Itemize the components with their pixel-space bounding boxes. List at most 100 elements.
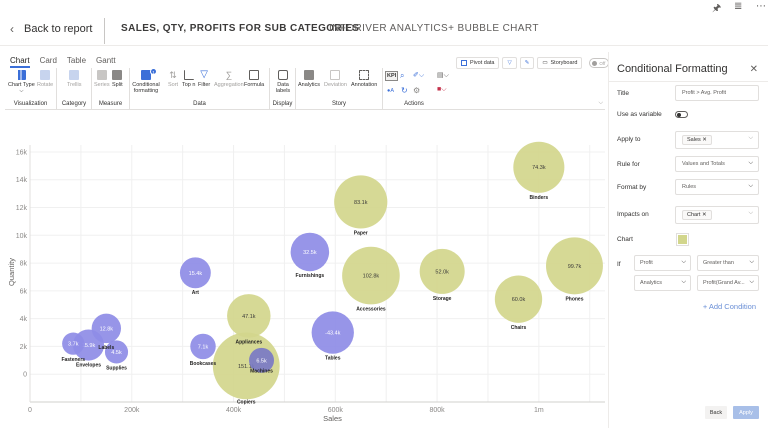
refresh-icon[interactable]: ↻: [401, 86, 408, 95]
bubble-category-label: Binders: [530, 195, 549, 201]
back-button[interactable]: Back: [705, 406, 727, 419]
bubble-tables[interactable]: [311, 311, 354, 354]
storyboard-icon: ▭: [542, 60, 548, 66]
analytics-button[interactable]: Analytics: [298, 70, 320, 88]
condition-value-select[interactable]: Profit(Grand Av... ⌵: [697, 275, 759, 291]
use-as-variable-label: Use as variable: [617, 111, 662, 118]
bubble-art[interactable]: [179, 257, 211, 289]
tab-card[interactable]: Card: [39, 56, 57, 65]
funnel-settings-button[interactable]: ▽: [502, 57, 517, 69]
add-condition-link[interactable]: + Add Condition: [702, 302, 756, 311]
bubble-appliances[interactable]: [227, 294, 271, 338]
bubble-furnishings[interactable]: [290, 232, 330, 272]
y-axis-title: Quantity: [7, 258, 16, 286]
bubble-fasteners[interactable]: [62, 332, 85, 355]
bubble-supplies[interactable]: [104, 340, 129, 364]
y-tick-label: 14k: [16, 177, 28, 184]
edit-view-button[interactable]: ✎: [519, 57, 535, 69]
chevron-down-icon: ⌵: [749, 279, 754, 285]
use-as-variable-toggle[interactable]: [675, 111, 688, 118]
bubble-value-label: 32.5k: [303, 250, 317, 256]
condition-field-select[interactable]: Profit ⌵: [634, 255, 691, 271]
off-toggle[interactable]: Off: [589, 58, 610, 68]
export-icon[interactable]: ▤⌵: [437, 72, 449, 79]
gear-icon[interactable]: ⚙: [413, 86, 421, 95]
bubble-value-label: 52.0k: [435, 269, 449, 275]
sigma-icon: ∑: [225, 70, 233, 80]
aggregation-button[interactable]: ∑ Aggregation: [214, 70, 244, 88]
remove-chip-icon[interactable]: ✕: [702, 137, 707, 143]
bubble-accessories[interactable]: [342, 246, 400, 305]
conditional-formatting-button[interactable]: 1 Conditional formatting: [132, 68, 160, 95]
kpi-button[interactable]: KPI: [385, 71, 399, 82]
series-button[interactable]: Series: [94, 70, 110, 88]
condition-operator-select[interactable]: Greater than ⌵: [697, 255, 759, 271]
bubble-value-label: 15.4k: [189, 271, 203, 277]
top-n-icon: [183, 70, 194, 80]
rotate-button[interactable]: Rotate: [37, 70, 53, 88]
pdf-icon[interactable]: ■⌵: [437, 86, 447, 93]
filter-icon[interactable]: ≣: [734, 1, 743, 12]
sales-chip: Sales ✕: [682, 135, 712, 145]
chevron-left-icon: ‹: [10, 22, 14, 36]
chevron-down-icon: ⌵: [748, 210, 753, 216]
bubble-paper[interactable]: [334, 175, 388, 229]
chart-color-swatch[interactable]: [676, 233, 689, 246]
storyboard-button[interactable]: ▭ Storyboard: [537, 57, 583, 69]
apply-button[interactable]: Apply: [733, 406, 759, 419]
bubble-storage[interactable]: [419, 248, 465, 294]
bubble-value-label: 12.8k: [100, 326, 114, 332]
x-tick-label: 400k: [226, 407, 242, 414]
search-icon[interactable]: ⌕: [400, 71, 405, 80]
tab-gantt[interactable]: Gantt: [96, 56, 116, 65]
annotation-button[interactable]: Annotation: [351, 70, 377, 88]
x-tick-label: 200k: [124, 407, 140, 414]
bubble-labels[interactable]: [91, 313, 122, 344]
back-to-report-button[interactable]: ‹ Back to report: [10, 22, 92, 36]
bubble-category-label: Accessories: [356, 306, 386, 312]
group-label-measure: Measure: [98, 101, 123, 107]
collapse-ribbon-icon[interactable]: ⌵: [598, 100, 603, 106]
ribbon-toolbar: Chart Type ⌵ Rotate Visualization Trelli…: [5, 68, 605, 110]
deviation-button[interactable]: Deviation: [324, 70, 347, 88]
bubble-category-label: Fasteners: [61, 357, 85, 363]
back-label: Back to report: [24, 23, 93, 35]
impacts-on-select[interactable]: Chart ✕ ⌵: [675, 206, 759, 224]
top-n-button[interactable]: Top n: [182, 70, 195, 88]
chart-type-button[interactable]: Chart Type ⌵: [8, 70, 35, 94]
pin-icon[interactable]: 🖈: [712, 3, 722, 14]
bubble-bookcases[interactable]: [190, 333, 216, 360]
filter-button[interactable]: ▽ Filter: [198, 69, 211, 89]
apply-to-select[interactable]: Sales ✕ ⌵: [675, 131, 759, 149]
data-labels-button[interactable]: Data labels: [274, 70, 292, 94]
paint-icon[interactable]: ✐⌵: [413, 72, 425, 79]
tab-table[interactable]: Table: [66, 56, 87, 65]
bubble-category-label: Copiers: [237, 399, 256, 405]
label-a-icon[interactable]: ●A: [387, 88, 394, 94]
split-button[interactable]: Split: [112, 70, 123, 88]
annotation-icon: [359, 70, 370, 80]
bubble-binders[interactable]: [513, 141, 565, 193]
format-by-select[interactable]: Rules ⌵: [675, 179, 759, 195]
rule-for-select[interactable]: Values and Totals ⌵: [675, 156, 759, 172]
x-tick-label: 0: [28, 407, 32, 414]
bubble-category-label: Tables: [325, 356, 341, 362]
remove-chip-icon[interactable]: ✕: [701, 212, 707, 218]
bubble-value-label: 6.5k: [256, 358, 267, 364]
bubble-chairs[interactable]: [494, 275, 543, 323]
tab-chart[interactable]: Chart: [10, 56, 30, 68]
bubble-value-label: 7.1k: [198, 344, 209, 350]
bubble-phones[interactable]: [546, 237, 603, 295]
condition-source-select[interactable]: Analytics ⌵: [634, 275, 691, 291]
close-icon[interactable]: ✕: [749, 64, 758, 75]
sort-button[interactable]: ⇅ Sort: [168, 70, 179, 88]
formula-button[interactable]: Formula: [244, 70, 264, 88]
pivot-data-button[interactable]: Pivot data: [456, 57, 500, 69]
y-tick-label: 4k: [20, 316, 28, 323]
more-icon[interactable]: ⋯: [756, 1, 766, 12]
y-tick-label: 10k: [16, 233, 28, 240]
bubble-machines[interactable]: [249, 347, 275, 373]
bubble-value-label: 151.1k: [238, 364, 255, 370]
title-input[interactable]: Profit > Avg. Profit: [675, 85, 759, 101]
trellis-button[interactable]: Trellis: [67, 70, 81, 88]
